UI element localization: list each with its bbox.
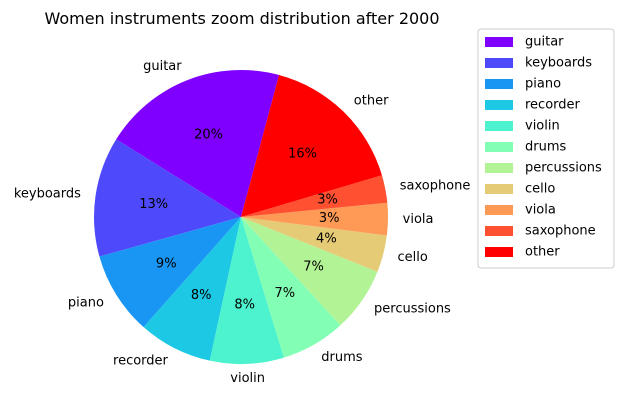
percent-label-guitar: 20% xyxy=(194,127,223,142)
legend-swatch-violin xyxy=(485,121,513,131)
legend-label-percussions: percussions xyxy=(525,161,602,176)
category-label-viola: viola xyxy=(403,212,434,227)
pie-slice-saxophone xyxy=(241,175,388,217)
legend-label-guitar: guitar xyxy=(525,35,564,50)
pie-slice-percussions xyxy=(241,217,378,326)
category-label-percussions: percussions xyxy=(374,301,451,316)
percent-label-keyboards: 13% xyxy=(139,197,168,212)
category-label-guitar: guitar xyxy=(143,59,182,74)
legend-swatch-viola xyxy=(485,205,513,215)
percent-label-other: 16% xyxy=(288,146,317,161)
legend-swatch-cello xyxy=(485,184,513,194)
legend-label-viola: viola xyxy=(525,203,556,218)
pie-slice-keyboards xyxy=(93,139,241,257)
percent-label-piano: 9% xyxy=(156,256,177,271)
category-label-drums: drums xyxy=(321,350,362,365)
pie-slices xyxy=(93,70,388,364)
category-label-cello: cello xyxy=(398,250,428,265)
pie-slice-recorder xyxy=(143,217,241,361)
legend-swatch-other xyxy=(485,247,513,257)
category-labels: guitar keyboards piano recorder violin drums p… xyxy=(14,59,471,386)
pie-slice-drums xyxy=(241,217,341,358)
pie-slice-cello xyxy=(241,217,387,272)
legend-label-keyboards: keyboards xyxy=(525,56,592,71)
pie-slice-violin xyxy=(209,217,284,364)
legend-label-saxophone: saxophone xyxy=(525,224,596,239)
legend-label-other: other xyxy=(525,245,560,260)
category-label-keyboards: keyboards xyxy=(14,187,81,202)
pie-slice-viola xyxy=(241,202,388,236)
legend-swatch-guitar xyxy=(485,37,513,47)
percent-label-viola: 3% xyxy=(319,211,340,226)
percent-labels: 20% 13% 9% 8% 8% 7% 7% 4% 3% 3% 16% xyxy=(139,127,339,312)
percent-label-drums: 7% xyxy=(274,286,295,301)
percent-label-cello: 4% xyxy=(316,232,337,247)
category-label-violin: violin xyxy=(230,371,265,386)
legend-swatch-drums xyxy=(485,142,513,152)
legend-swatch-piano xyxy=(485,79,513,89)
legend-swatch-keyboards xyxy=(485,58,513,68)
percent-label-saxophone: 3% xyxy=(317,193,338,208)
pie-slice-piano xyxy=(99,217,241,328)
category-label-recorder: recorder xyxy=(113,354,169,369)
pie-slice-guitar xyxy=(116,70,280,218)
legend: guitar keyboards piano recorder violin drums p… xyxy=(477,28,615,269)
percent-label-violin: 8% xyxy=(234,298,255,313)
pie-slice-other xyxy=(241,75,382,217)
category-label-saxophone: saxophone xyxy=(400,179,471,194)
percent-label-recorder: 8% xyxy=(191,288,212,303)
legend-label-cello: cello xyxy=(525,182,555,197)
legend-label-violin: violin xyxy=(525,119,560,134)
legend-swatch-percussions xyxy=(485,163,513,173)
percent-label-percussions: 7% xyxy=(303,260,324,275)
legend-swatch-saxophone xyxy=(485,226,513,236)
legend-label-recorder: recorder xyxy=(525,98,581,113)
category-label-other: other xyxy=(354,94,389,109)
legend-swatch-recorder xyxy=(485,100,513,110)
chart-title: Women instruments zoom distribution afte… xyxy=(44,9,439,28)
category-label-piano: piano xyxy=(68,295,104,310)
legend-label-piano: piano xyxy=(525,77,561,92)
legend-label-drums: drums xyxy=(525,140,566,155)
